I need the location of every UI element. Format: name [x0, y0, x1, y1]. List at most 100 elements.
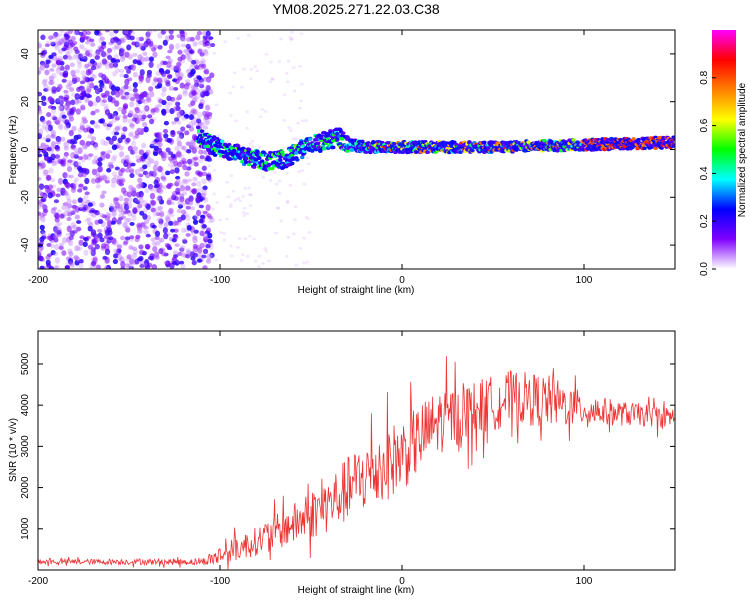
spectrogram-noise-dot — [180, 251, 186, 257]
spectrogram-noise-dot — [79, 125, 85, 131]
spectrogram-sparse-dot — [293, 205, 298, 209]
spectrogram-sparse-dot — [236, 197, 241, 200]
spectrogram-noise-dot — [79, 139, 86, 146]
spectrogram-noise-dot — [151, 224, 157, 229]
spectrogram-sparse-dot — [212, 51, 217, 55]
spectrogram-noise-dot — [95, 124, 101, 129]
spectrogram-noise-dot — [119, 73, 125, 78]
spectrogram-noise-dot — [38, 249, 42, 255]
spectrogram-noise-dot — [57, 105, 63, 112]
spectrogram-noise-dot — [122, 222, 128, 229]
spectrogram-noise-dot — [67, 159, 73, 163]
x-tick-label: 0 — [399, 275, 405, 286]
spectrogram-noise-dot — [158, 68, 164, 73]
colorbar-tick-label: 0.4 — [699, 166, 710, 180]
spectrogram-noise-dot — [78, 259, 84, 264]
spectrogram-noise-dot — [63, 192, 69, 196]
spectrogram-sparse-dot — [212, 192, 217, 196]
spectrogram-noise-dot — [126, 33, 132, 40]
spectrogram-sparse-dot — [247, 186, 251, 190]
spectrogram-noise-dot — [67, 239, 74, 247]
spectrogram-noise-dot — [141, 121, 148, 128]
spectrogram-noise-dot — [179, 82, 185, 89]
spectrogram-noise-dot — [77, 127, 83, 133]
spectrogram-noise-dot — [209, 252, 215, 259]
spectrogram-noise-dot — [138, 36, 144, 42]
spectrogram-sparse-dot — [229, 113, 233, 117]
spectrogram-noise-dot — [180, 126, 186, 132]
spectrogram-sparse-dot — [211, 207, 215, 211]
spectrogram-noise-dot — [82, 241, 88, 248]
spectrogram-sparse-dot — [243, 237, 248, 241]
spectrogram-noise-dot — [74, 93, 80, 100]
spectrogram-noise-dot — [59, 30, 65, 34]
spectrogram-noise-dot — [187, 103, 194, 108]
spectrogram-sparse-dot — [294, 263, 299, 267]
spectrogram-noise-dot — [141, 222, 147, 230]
spectrogram-noise-dot — [97, 161, 103, 167]
spectrogram-noise-dot — [132, 146, 138, 151]
snr-border — [37, 330, 676, 571]
spectrogram-noise-dot — [77, 53, 83, 60]
spectrogram-noise-dot — [53, 225, 59, 233]
spectrogram-noise-dot — [175, 178, 181, 183]
spectrogram-noise-dot — [51, 63, 57, 68]
spectrogram-noise-dot — [174, 243, 180, 247]
spectrogram-sparse-dot — [224, 140, 228, 144]
spectrogram-noise-dot — [182, 164, 188, 171]
spectrogram-noise-dot — [190, 144, 197, 150]
spectrogram-noise-dot — [45, 137, 51, 143]
spectrogram-noise-dot — [157, 142, 163, 147]
spectrogram-noise-dot — [191, 182, 197, 187]
spectrogram-noise-dot — [198, 218, 204, 224]
spectrogram-noise-dot — [157, 82, 163, 89]
spectrogram-ridge-dot — [260, 159, 265, 164]
spectrogram-ridge-dot — [413, 140, 418, 144]
spectrogram-noise-dot — [156, 187, 162, 193]
spectrogram-noise-dot — [95, 177, 101, 184]
spectrogram-noise-dot — [74, 30, 80, 36]
spectrogram-noise-dot — [152, 50, 158, 58]
spectrogram-noise-dot — [134, 168, 140, 176]
spectrogram-noise-dot — [127, 113, 133, 118]
spectrogram-noise-dot — [58, 245, 64, 251]
spectrogram-ridge-dot — [331, 145, 336, 150]
spectrogram-noise-dot — [70, 69, 76, 77]
spectrogram-sparse-dot — [282, 93, 287, 97]
spectrogram-noise-dot — [41, 79, 47, 85]
spectrogram-noise-dot — [152, 165, 158, 172]
spectrogram-noise-dot — [141, 114, 147, 120]
spectrogram-noise-dot — [138, 244, 144, 250]
spectrogram-noise-dot — [176, 120, 182, 125]
spectrogram-noise-dot — [165, 147, 171, 153]
spectrogram-noise-dot — [123, 94, 129, 100]
spectrogram-sparse-dot — [229, 244, 233, 248]
spectrogram-noise-dot — [176, 140, 182, 147]
spectrogram-noise-dot — [118, 69, 125, 73]
spectrogram-noise-dot — [189, 49, 195, 55]
spectrogram-noise-dot — [161, 73, 167, 80]
spectrogram-noise-dot — [145, 149, 151, 156]
spectrogram-noise-dot — [42, 192, 48, 199]
spectrogram-noise-dot — [152, 51, 158, 58]
spectrogram-noise-dot — [152, 245, 158, 253]
spectrogram-noise-dot — [123, 240, 129, 244]
spectrogram-noise-dot — [62, 72, 69, 78]
spectrogram-noise-dot — [120, 38, 126, 44]
spectrogram-noise-dot — [138, 197, 144, 204]
spectrogram-noise-dot — [114, 45, 120, 50]
spectrogram-ridge-dot — [278, 158, 283, 162]
spectrogram-noise-dot — [77, 188, 83, 193]
spectrogram-noise-dot — [114, 58, 121, 63]
spectrogram-sparse-dot — [237, 237, 242, 240]
spectrogram-noise-dot — [201, 178, 207, 185]
spectrogram-noise-dot — [50, 42, 56, 47]
spectrogram-sparse-dot — [294, 137, 298, 141]
spectrogram-noise-dot — [126, 162, 132, 169]
spectrogram-noise-dot — [128, 132, 134, 137]
spectrogram-noise-dot — [199, 230, 205, 237]
spectrogram-ridge-dot — [642, 146, 647, 151]
spectrogram-noise-dot — [97, 165, 103, 173]
spectrogram-ridge-dot — [345, 149, 350, 153]
spectrogram-noise-dot — [63, 124, 70, 131]
